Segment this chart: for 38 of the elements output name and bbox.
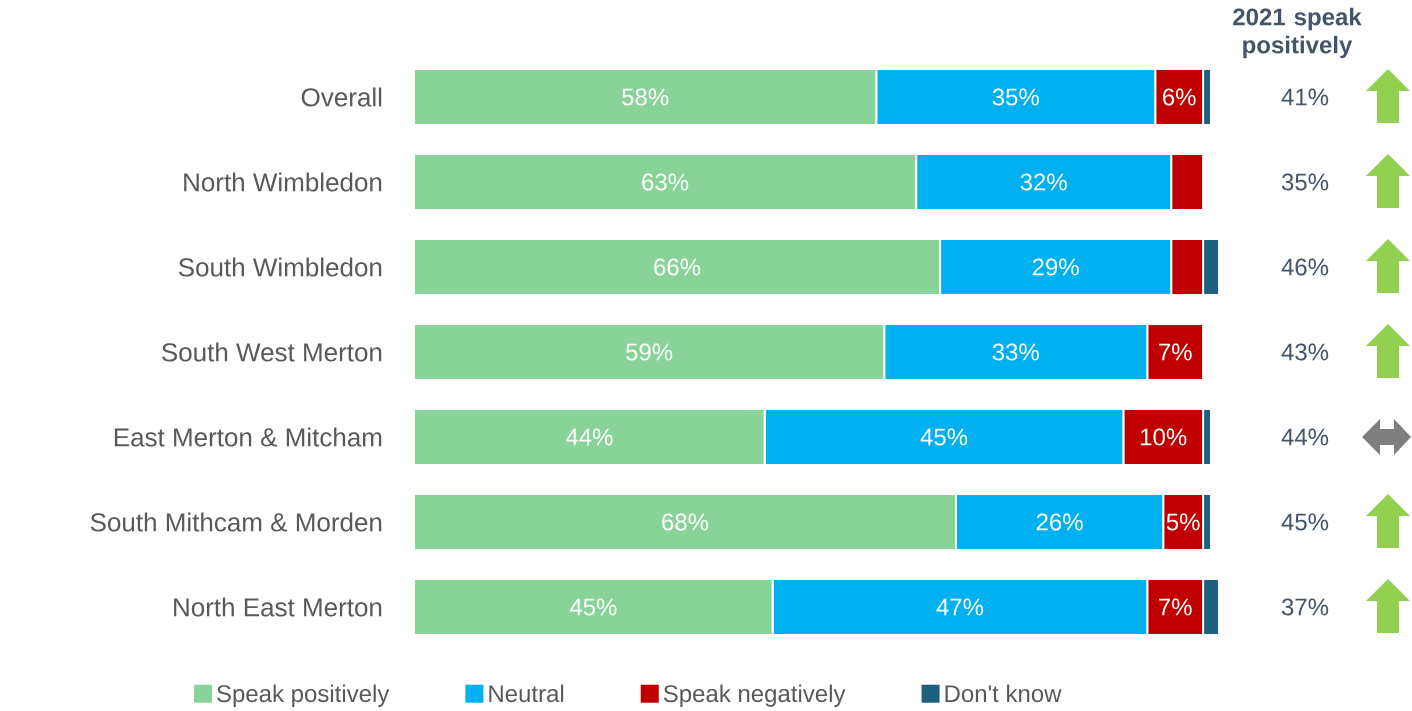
data-label: 58% (622, 88, 669, 106)
data-label: 5% (1166, 513, 1200, 531)
text: 44% (1281, 428, 1329, 446)
y-tick-label: South West Merton (162, 342, 382, 362)
text: 41% (1281, 88, 1329, 106)
text: 2021 speak positively (1233, 7, 1362, 59)
legend-label: Neutral (489, 684, 564, 703)
data-label: 33% (992, 343, 1039, 361)
legend-label: Don't know (945, 684, 1062, 703)
y-tick-label: North Wimbledon (184, 172, 382, 192)
data-label: 45% (569, 598, 617, 616)
data-label: 32% (1020, 173, 1067, 191)
data-label: 26% (1036, 513, 1083, 531)
text: 35% (1281, 173, 1329, 191)
data-label: 66% (654, 258, 701, 276)
data-label: 63% (642, 173, 689, 191)
y-tick-label: South Wimbledon (178, 257, 382, 277)
text: 45% (1281, 513, 1329, 531)
data-label: 59% (626, 343, 673, 361)
data-label: 29% (1032, 258, 1079, 276)
legend-label: Speak positively (217, 684, 390, 707)
data-label: 44% (565, 428, 613, 446)
data-label: 10% (1141, 428, 1187, 446)
text: 46% (1281, 258, 1329, 276)
y-tick-label: North East Merton (174, 597, 382, 617)
data-label: 35% (992, 88, 1039, 106)
data-label: 45% (920, 428, 968, 446)
y-tick-label: South Mithcam & Morden (90, 512, 382, 532)
y-tick-label: Overall (301, 87, 382, 107)
data-label: 7% (1159, 598, 1192, 616)
data-label: 6% (1163, 88, 1196, 106)
text: 37% (1281, 598, 1329, 616)
text: 43% (1281, 343, 1329, 361)
legend-label: Speak negatively (663, 684, 846, 707)
data-label: 68% (662, 513, 709, 531)
y-tick-label: East Merton & Mitcham (114, 427, 382, 447)
data-label: 7% (1159, 343, 1192, 361)
data-label: 47% (936, 598, 984, 616)
